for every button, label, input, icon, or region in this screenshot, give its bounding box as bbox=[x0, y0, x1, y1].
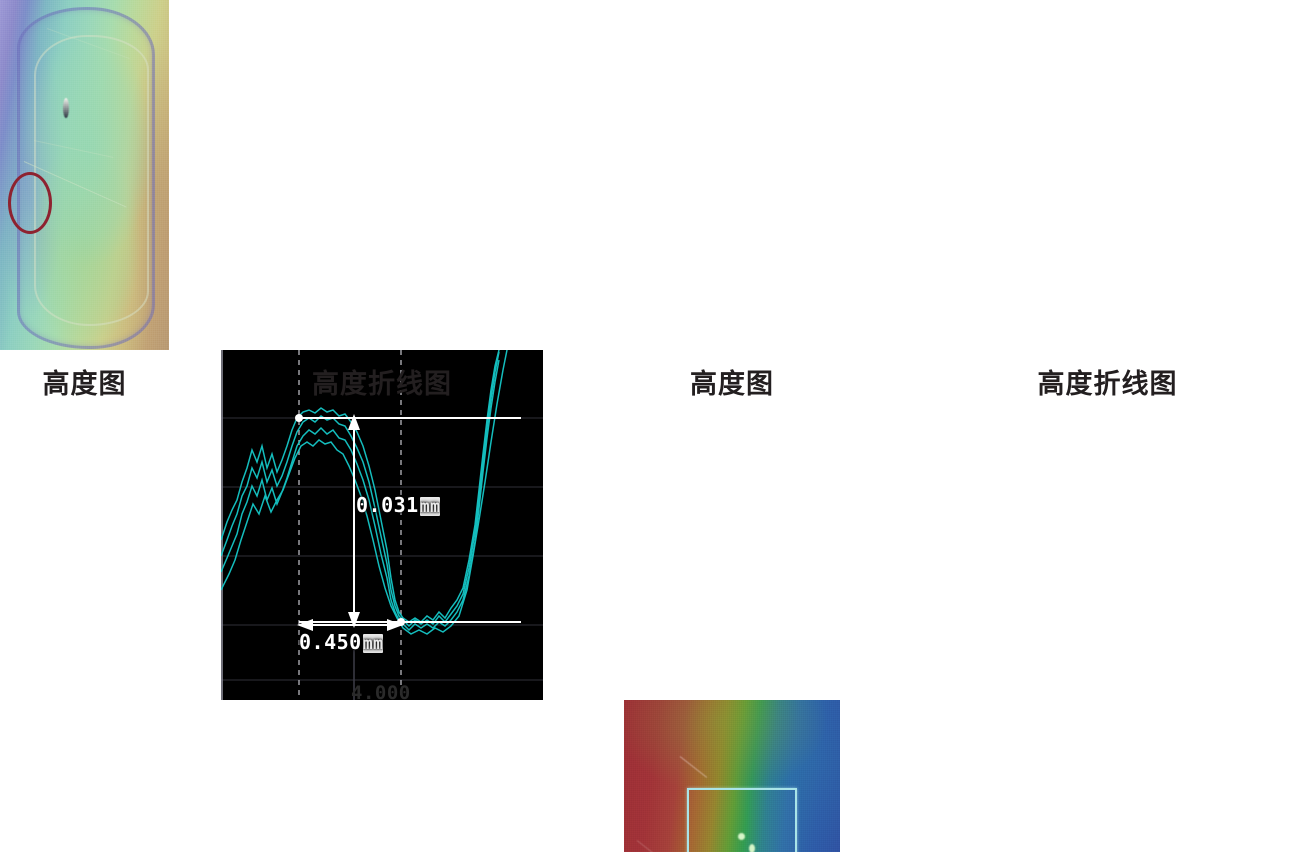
vertical-dimension-label-left: 0.031mm bbox=[356, 493, 440, 517]
axis-footer-label-left: 4.000 bbox=[351, 682, 411, 700]
figure-sheet: 0.031mm 0.450mm 4.000 bbox=[0, 0, 1300, 426]
vertical-dimension-unit: mm bbox=[420, 497, 441, 516]
height-map-right-panel[interactable] bbox=[624, 700, 840, 852]
selection-rectangle-annotation[interactable] bbox=[687, 788, 797, 852]
horizontal-dimension-value: 0.450 bbox=[299, 630, 362, 654]
caption-height-profile-right: 高度折线图 bbox=[915, 362, 1300, 408]
horizontal-dimension-label-left: 0.450mm bbox=[299, 630, 383, 654]
horizontal-dimension-unit: mm bbox=[363, 634, 384, 653]
caption-height-profile-left: 高度折线图 bbox=[221, 362, 543, 408]
vertical-dimension-value: 0.031 bbox=[356, 493, 419, 517]
red-ellipse-annotation bbox=[8, 172, 52, 234]
caption-height-map-left: 高度图 bbox=[0, 362, 169, 408]
height-map-left-panel[interactable] bbox=[0, 0, 169, 350]
axis-footer-value: 4.000 bbox=[351, 682, 411, 700]
caption-height-map-right: 高度图 bbox=[624, 362, 840, 408]
